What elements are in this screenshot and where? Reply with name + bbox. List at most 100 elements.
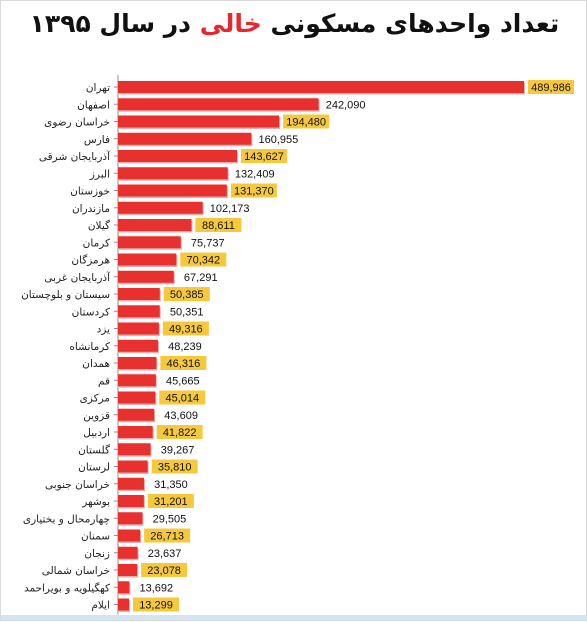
value-label-bg: [180, 252, 227, 267]
bar: [118, 374, 156, 387]
value-label-bg: [151, 459, 198, 474]
category-label: بوشهر: [81, 496, 110, 508]
title-part-1: تعداد واحدهای مسکونی: [270, 9, 560, 38]
bar: [118, 339, 158, 352]
category-label: زنجان: [84, 548, 110, 560]
value-label: 131,370: [234, 186, 274, 198]
bar: [118, 115, 280, 128]
value-label: 50,351: [170, 306, 204, 318]
category-label: لرستان: [78, 462, 110, 474]
category-label: گیلان: [88, 219, 110, 232]
category-label: تهران: [86, 82, 110, 94]
category-label: چهارمحال و بختیاری: [23, 513, 110, 525]
value-label: 23,637: [148, 548, 182, 560]
value-label: 489,986: [531, 82, 571, 94]
value-label-bg: [283, 114, 330, 129]
bar: [118, 322, 159, 335]
value-label-bg: [241, 149, 288, 163]
bottom-strip: [1, 615, 587, 620]
category-label: کرمانشاه: [69, 341, 110, 353]
category-label: مرکزی: [80, 393, 110, 405]
category-label: آذربایجان شرقی: [39, 150, 111, 163]
value-label: 43,609: [164, 410, 198, 422]
value-label: 143,627: [244, 151, 284, 163]
value-label: 31,201: [154, 496, 188, 508]
category-label: فارس: [84, 134, 110, 146]
bar: [118, 167, 228, 180]
category-label: یزد: [97, 324, 110, 336]
category-label: خراسان جنوبی: [45, 479, 110, 491]
bar: [118, 270, 174, 283]
value-label: 50,385: [170, 289, 204, 301]
category-label: قم: [98, 375, 110, 387]
bar: [118, 495, 144, 507]
category-label: مازندران: [72, 203, 110, 215]
bar: [118, 305, 160, 318]
value-label: 160,955: [258, 134, 298, 146]
bar: [118, 253, 177, 266]
value-label: 23,078: [147, 565, 181, 577]
value-label-bg: [133, 597, 180, 612]
value-label: 49,316: [169, 324, 203, 336]
value-label: 67,291: [184, 272, 218, 284]
value-label-bg: [147, 494, 194, 508]
category-label: خراسان رضوی: [44, 117, 110, 129]
value-label: 45,014: [165, 393, 199, 405]
bar: [118, 98, 319, 111]
bar: [118, 598, 130, 611]
value-label: 13,299: [139, 600, 173, 612]
category-label: اصفهان: [77, 99, 110, 111]
value-label: 41,822: [163, 427, 197, 439]
value-label-bg: [162, 321, 209, 336]
bar: [118, 512, 143, 525]
bar: [118, 564, 138, 576]
value-label: 31,350: [154, 479, 188, 491]
bar: [118, 150, 238, 162]
value-label-bg: [144, 528, 191, 543]
category-label: هرمزگان: [71, 254, 110, 267]
bar: [118, 546, 138, 559]
category-label: خوزستان: [70, 186, 110, 198]
category-label: آذربایجان غربی: [44, 271, 111, 284]
value-label: 35,810: [158, 462, 192, 474]
value-label-bg: [195, 218, 242, 232]
bar: [118, 581, 130, 594]
chart-title: تعداد واحدهای مسکونی خالی در سال ۱۳۹۵: [1, 9, 587, 38]
bar: [118, 236, 181, 249]
value-label-bg: [230, 183, 277, 198]
bar: [118, 132, 252, 145]
value-label: 102,173: [210, 203, 250, 215]
value-label-bg: [141, 563, 188, 577]
category-label: خراسان شمالی: [42, 565, 110, 577]
bar: [118, 184, 227, 197]
bar: [118, 460, 148, 473]
category-label: قزوین: [83, 410, 110, 422]
category-label: سمنان: [81, 531, 110, 543]
category-label: کهگیلویه و بویراحمد: [24, 581, 110, 594]
category-label: اردبیل: [83, 427, 110, 439]
value-label-bg: [160, 356, 207, 370]
bar: [118, 426, 153, 438]
bar: [118, 408, 155, 421]
category-label: همدان: [82, 358, 110, 370]
value-label-bg: [528, 80, 574, 94]
value-label: 194,480: [286, 117, 326, 129]
bar: [118, 529, 141, 542]
value-label: 70,342: [186, 255, 220, 267]
value-label: 39,267: [161, 444, 195, 456]
value-label-bg: [159, 390, 206, 405]
category-label: سیستان و بلوچستان: [21, 289, 110, 301]
bar: [118, 443, 151, 456]
bar: [118, 357, 157, 369]
value-label-bg: [156, 425, 203, 439]
category-label: کردستان: [72, 306, 110, 318]
value-label: 242,090: [326, 99, 366, 111]
value-label: 26,713: [150, 531, 184, 543]
bar: [118, 81, 524, 93]
value-label-bg: [163, 287, 210, 301]
category-label: کرمان: [83, 237, 110, 249]
value-label: 48,239: [168, 341, 202, 353]
value-label: 132,409: [235, 168, 275, 180]
